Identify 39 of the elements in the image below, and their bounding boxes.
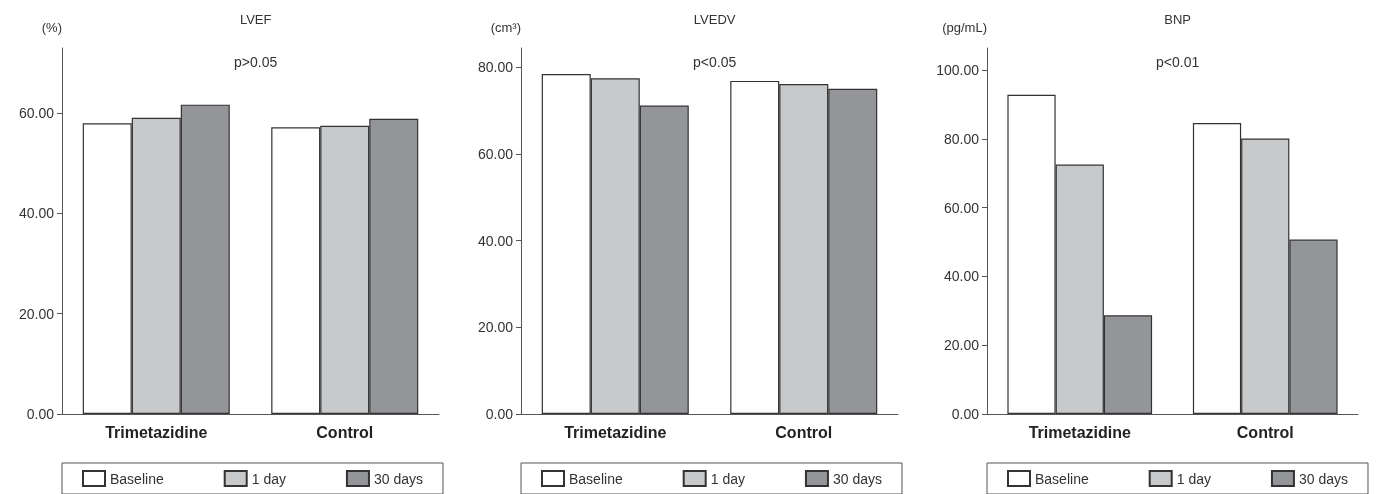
legend-label: 1 day	[1176, 470, 1211, 487]
x-tick-label: Control	[775, 423, 833, 441]
x-tick-label: Trimetazidine	[1028, 423, 1131, 441]
y-tick-label: 60.00	[478, 146, 514, 163]
legend-label: 30 days	[373, 470, 423, 487]
y-tick-label: 60.00	[943, 199, 979, 216]
y-tick-label: 0.00	[486, 406, 514, 422]
y-tick-label: 40.00	[478, 232, 514, 249]
chart-title: LVEF	[239, 12, 272, 27]
y-tick-label: 0.00	[951, 406, 979, 422]
annotation: p>0.05	[234, 54, 278, 70]
y-tick-label: 60.00	[18, 105, 55, 122]
y-tick-label: 20.00	[478, 319, 514, 336]
x-tick-label: Trimetazidine	[564, 423, 667, 441]
y-tick-label: 80.00	[943, 130, 979, 147]
y-tick-label: 80.00	[478, 59, 514, 76]
legend-label: 30 days	[1298, 470, 1348, 487]
y-axis-title: (pg/mL)	[941, 20, 987, 35]
legend-label: 1 day	[711, 470, 746, 487]
y-tick-label: 20.00	[943, 337, 979, 354]
legend-label: 1 day	[251, 470, 286, 487]
chart-title: BNP	[1163, 12, 1191, 27]
annotation: p<0.01	[1155, 54, 1200, 70]
legend-label: Baseline	[110, 470, 164, 487]
legend-label: 30 days	[833, 470, 883, 487]
y-tick-label: 40.00	[18, 205, 55, 222]
x-tick-label: Control	[316, 423, 374, 441]
x-tick-label: Control	[1236, 423, 1294, 441]
legend-label: Baseline	[1034, 470, 1089, 487]
y-tick-label: 40.00	[943, 268, 979, 285]
y-tick-label: 100.00	[935, 62, 979, 79]
y-tick-label: 20.00	[18, 305, 55, 322]
x-tick-label: Trimetazidine	[105, 423, 208, 441]
chart-title: LVEDV	[694, 12, 737, 27]
y-axis-title: (%)	[41, 20, 62, 35]
y-tick-label: 0.00	[26, 406, 55, 422]
legend-label: Baseline	[569, 470, 624, 487]
y-axis-title: (cm³)	[491, 20, 522, 35]
annotation: p<0.05	[693, 54, 737, 70]
